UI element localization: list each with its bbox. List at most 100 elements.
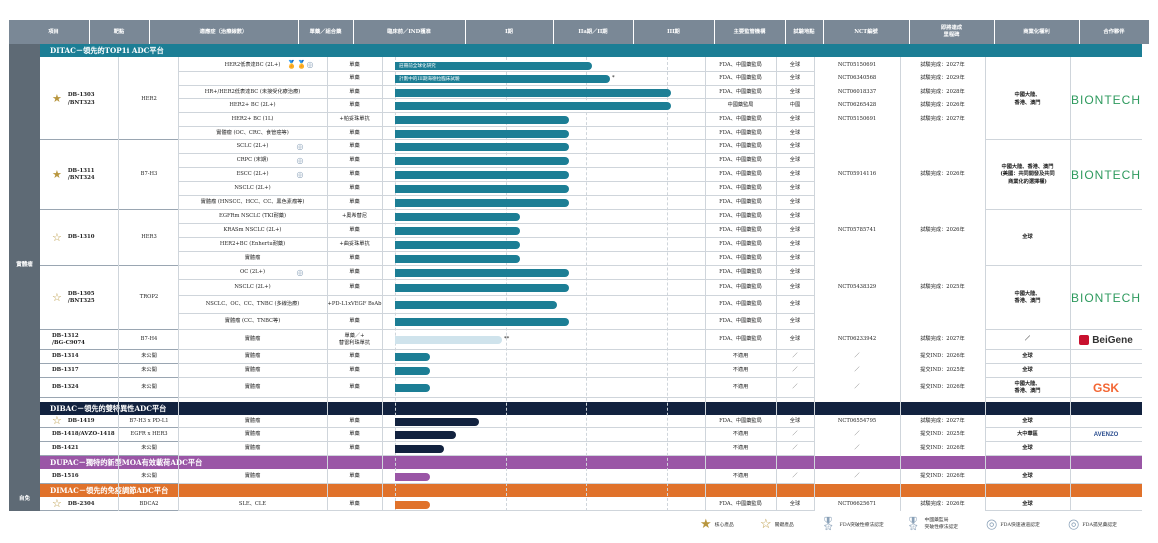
product-code: DB-1421 [52,445,79,452]
commercial-rights: 全球 [1022,500,1033,507]
trial-site: 全球 [789,129,801,136]
table-row [178,238,705,252]
progress-bar [395,445,444,453]
table-row [178,140,705,154]
commercial-rights: 全球 [1022,473,1033,480]
partner-logo: AVENZO [1070,428,1142,442]
table-row [178,470,705,484]
medal-icon: 🎖 [905,517,922,532]
header-cell: IIa期／II期 [578,28,608,35]
row-line [705,182,776,196]
authority: FDA、中國藥監局 [719,227,762,234]
authority: 不適用 [732,445,749,452]
column-line [985,57,986,511]
milestone: 提交IND：2026年 [920,445,965,452]
target: 未公開 [141,473,157,480]
table-row [178,280,705,296]
progress-bar [395,171,569,179]
regimen: 單藥 [349,102,360,109]
nct-number: NCT06554795 [837,417,877,424]
authority: FDA、中國藥監局 [719,171,762,178]
row-line [705,113,776,127]
target: 未公開 [141,367,157,374]
row-line [776,470,814,484]
regimen: 單藥 [349,384,360,391]
designation-badges: 🏅🏅◎ [286,60,314,70]
nct-number: NCT06233942 [837,336,877,343]
commercial-rights: 全球 [1022,234,1033,241]
row-line [776,182,814,196]
indication: 實體瘤 [244,367,261,374]
row-line [776,364,814,378]
legend-core-product: ★ 核心產品 [700,517,734,532]
product-name: DB-1312 /BG-C9074 [52,330,120,350]
regimen: 單藥 [349,129,360,136]
product-name: DB-1421 [52,442,120,456]
commercial-rights: 全球 [1022,417,1033,424]
product-code: DB-1516 [52,473,79,480]
filled-star-icon: ★ [700,517,712,532]
progress-bar [395,384,430,392]
table-row [178,498,705,511]
product-group [40,59,178,140]
partner-name: BIONTECH [1070,291,1141,305]
trial-site: 全球 [789,255,801,262]
regimen: +PD-L1xVEGF BsAb [327,301,382,308]
progress-bar [395,227,520,235]
nct-number: NCT06340568 [837,75,877,82]
table-row [178,415,705,428]
row-line [776,59,814,72]
indication: HER2低表達BC (2L+) [224,61,281,68]
commercial-rights: 大中華區 [1017,431,1038,438]
header-cell: 項目 [48,28,59,35]
row-line [705,154,776,168]
header-cell: 臨床前／IND獲准 [387,28,431,35]
progress-bar [395,255,520,263]
product-name: ☆ DB-1419 [52,414,120,428]
row-line [776,238,814,252]
progress-bar [395,241,520,249]
table-row [178,314,705,330]
section-header: DIMAC－領先的免疫調節ADC平台 [40,484,1142,497]
regimen: 單藥 [349,255,360,262]
milestone: 提交IND：2026年 [920,473,965,480]
product-code: DB-1418/AVZO-1418 [52,431,115,438]
authority: FDA、中國藥監局 [719,75,762,82]
key-star-icon: ☆ [52,497,62,511]
header-cell: 主要監管機構 [733,28,766,35]
product-group [40,364,178,378]
target: 未公開 [141,445,157,452]
product-group [40,470,178,484]
milestone: 試驗完成：2026年 [920,500,965,507]
authority: FDA、中國藥監局 [719,143,762,150]
rights-line [985,140,1142,210]
rights-line [985,364,1142,378]
indication: 實體瘤 [244,336,261,343]
row-line [776,196,814,210]
row-line [776,280,814,296]
product-name: DB-1516 [52,470,120,484]
product-name: DB-1418/AVZO-1418 [52,428,120,442]
row-line [776,415,814,428]
indication: 實體瘤 [244,473,261,480]
rights-line [985,350,1142,364]
target: HER3 [141,234,157,241]
key-star-icon: ☆ [52,230,62,244]
rights-line [985,210,1142,266]
nct-number: NCT05150691 [837,61,877,68]
row-line [776,113,814,127]
column-line [178,57,179,511]
bar-label: 註冊前全球化研究 [399,63,436,69]
trial-site: 全球 [789,336,801,343]
row-line [776,378,814,398]
row-line [776,498,814,511]
progress-bar [395,431,456,439]
milestone: 提交IND：2025年 [920,367,965,374]
row-line [705,415,776,428]
trial-site: 全球 [789,157,801,164]
row-line [705,127,776,140]
table-row [178,99,705,113]
nct-number: ／ [854,445,860,452]
trial-site: ／ [792,445,798,452]
product-group [40,210,178,266]
